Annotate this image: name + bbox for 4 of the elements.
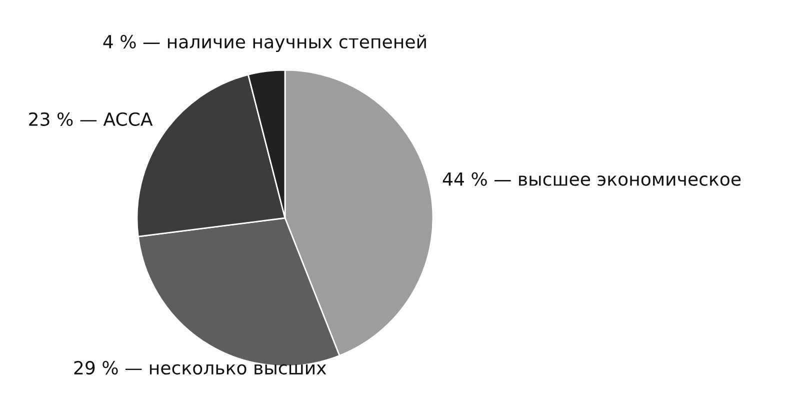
slice-label: 23 % — ACCA — [29, 112, 153, 126]
slice-label: 4 % — наличие научных степеней — [103, 34, 426, 52]
slice-label: 44 % — высшее экономическое — [442, 172, 741, 186]
slice-label: 29 % — несколько высших — [74, 360, 326, 375]
